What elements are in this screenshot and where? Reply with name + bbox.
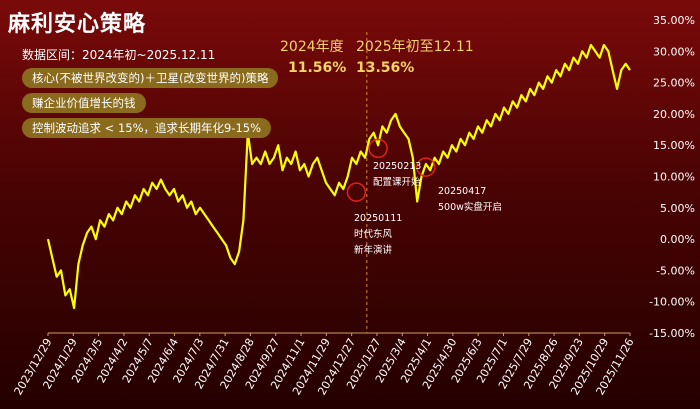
tag-value-growth: 赚企业价值增长的钱 (22, 93, 146, 113)
tag-volatility: 控制波动追求 < 15%，追求长期年化9-15% (22, 118, 272, 138)
y-tick-label: 30.00% (653, 45, 695, 58)
series-group (46, 43, 631, 310)
event-marker (416, 157, 436, 177)
event-marker (368, 138, 388, 159)
annotation-date-0417: 20250417 (438, 186, 487, 197)
annotation-live-start: 500w实盘开启 (438, 202, 502, 213)
y-tick-label: 15.00% (653, 139, 695, 152)
period-2024-label: 2024年度 (280, 39, 344, 55)
chart-title: 麻利安心策略 (8, 12, 147, 37)
annotation-date-0111: 20250111 (354, 213, 403, 224)
y-tick-label: 5.00% (660, 202, 695, 215)
annotation-course-start: 配置课开始 (373, 177, 421, 188)
annotation-date-0213: 20250213 (373, 161, 422, 172)
period-2025-value: 13.56% (356, 60, 415, 76)
period-2025-label: 2025年初至12.11 (356, 39, 474, 55)
y-tick-label: 20.00% (653, 108, 695, 121)
y-tick-label: 10.00% (653, 171, 695, 184)
tag-strategy: 核心(不被世界改变的)＋卫星(改变世界的)策略 (22, 68, 279, 88)
marker-group (346, 138, 436, 202)
y-tick-label: -5.00% (656, 264, 695, 277)
event-marker (346, 182, 367, 202)
y-tick-label: 25.00% (653, 77, 695, 90)
y-tick-label: 35.00% (653, 14, 695, 27)
period-2024-value: 11.56% (288, 60, 347, 76)
y-tick-label: -10.00% (649, 296, 695, 309)
y-axis: 35.00% 30.00% 25.00% 20.00% 15.00% 10.00% 5.00… (649, 14, 695, 340)
date-range: 数据区间：2024年初~2025.12.11 (22, 48, 216, 62)
y-tick-label: 0.00% (660, 233, 695, 246)
annotation-speech-1: 时代东风 (354, 229, 393, 240)
y-tick-label: -15.00% (649, 327, 695, 340)
series-line (46, 43, 631, 310)
annotation-speech-2: 新年演讲 (354, 245, 393, 256)
